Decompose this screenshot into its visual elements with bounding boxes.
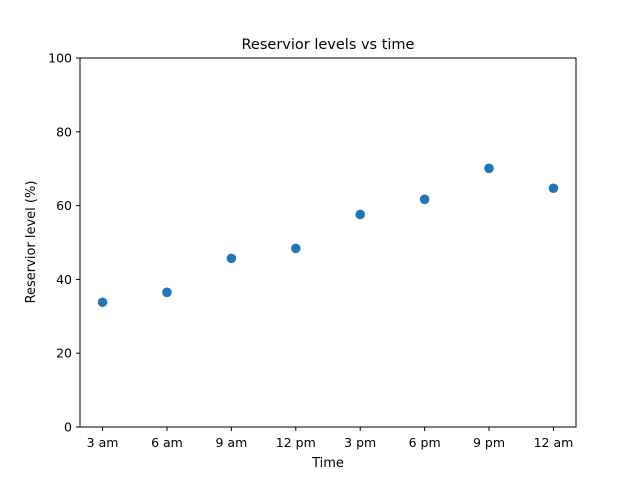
y-tick-label: 0 [64,420,72,435]
data-point [548,183,559,194]
data-point [484,163,494,174]
data-point [226,253,237,264]
x-tick-label: 9 am [215,435,247,450]
x-tick-label: 3 am [87,435,119,450]
chart-title: Reservior levels vs time [242,37,415,53]
data-point [97,297,108,308]
plot-area-frame [79,57,577,428]
data-point [419,194,430,205]
x-tick-label: 3 pm [344,435,376,450]
data-point [355,209,366,220]
x-tick-label: 12 am [534,435,574,450]
x-tick-label: 6 pm [409,435,441,450]
y-axis-label: Reservior level (%) [24,181,39,304]
data-point [162,287,172,298]
y-tick-label: 20 [56,346,72,361]
data-point [290,243,301,254]
x-tick-label: 6 am [151,435,183,450]
x-tick-label: 9 pm [473,435,505,450]
x-axis-label: Time [311,456,344,471]
y-tick-label: 40 [56,272,72,287]
x-tick-label: 12 pm [276,435,316,450]
y-tick-label: 80 [56,124,72,139]
y-tick-label: 100 [48,51,72,66]
y-tick-label: 60 [56,198,72,213]
